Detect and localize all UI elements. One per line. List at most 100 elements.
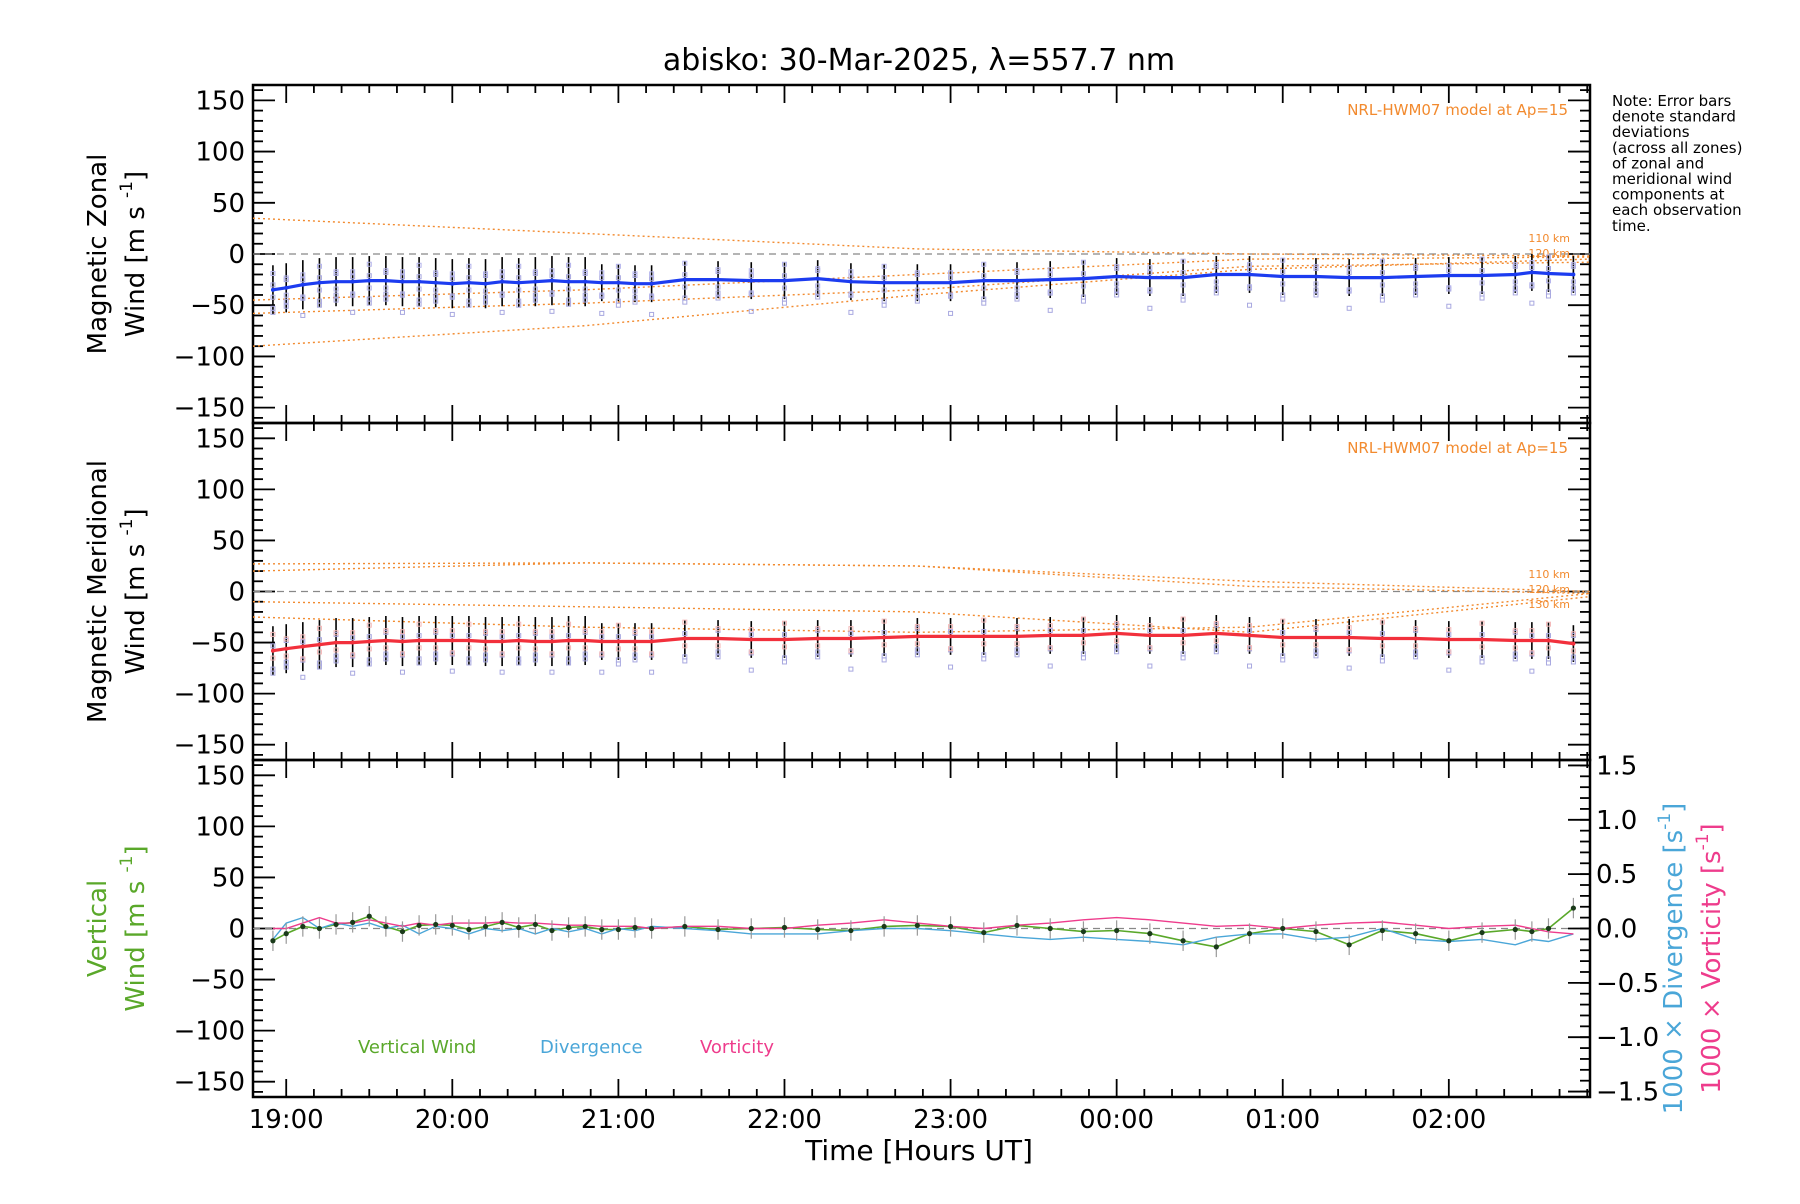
zone-marker (1570, 285, 1576, 291)
zone-marker (615, 657, 621, 663)
zone-marker (483, 657, 489, 663)
y-axis-title-close: ] (121, 171, 151, 181)
data-point (599, 280, 604, 285)
zone-marker (532, 269, 538, 275)
zone-marker (283, 303, 289, 309)
zone-marker (914, 652, 920, 658)
zone-marker (615, 263, 621, 269)
zone-marker (948, 270, 954, 276)
zone-marker (1280, 281, 1286, 287)
model-label: 110 km (1528, 232, 1570, 245)
zone-marker (1180, 282, 1186, 288)
zone-marker (632, 288, 638, 294)
zone-marker (316, 637, 322, 643)
zone-marker (1280, 653, 1286, 659)
zone-marker (748, 627, 754, 633)
vertical-wind-point (848, 927, 854, 934)
zone-marker (566, 621, 572, 627)
zone-marker (649, 651, 655, 657)
data-point (1571, 272, 1576, 277)
data-point (882, 280, 887, 285)
data-point (1015, 278, 1019, 283)
zone-marker (1413, 649, 1419, 655)
y-tick-label: 50 (212, 863, 245, 893)
zone-marker (300, 639, 306, 645)
zone-marker (1479, 659, 1485, 665)
zone-marker (270, 666, 276, 672)
zone-marker (1570, 631, 1576, 637)
y-tick-label: −100 (174, 680, 245, 710)
y-tick-label: 150 (195, 761, 245, 791)
zone-marker (416, 274, 422, 280)
zone-marker (1147, 628, 1153, 634)
zone-marker (1080, 616, 1086, 622)
zone-marker (1213, 644, 1219, 650)
zone-marker (1413, 281, 1419, 287)
zone-marker (582, 292, 588, 298)
zone-marker (449, 650, 455, 656)
zone-marker (1014, 291, 1020, 297)
zone-marker (981, 617, 987, 623)
vertical-wind-point (1379, 927, 1385, 934)
zone-marker (649, 271, 655, 277)
data-point (383, 278, 388, 283)
zone-marker (499, 669, 505, 675)
data-point (1446, 637, 1451, 642)
data-point (583, 638, 588, 643)
zone-marker (566, 633, 572, 639)
zone-marker (848, 274, 854, 280)
zone-marker (300, 277, 306, 283)
zone-marker (1247, 302, 1253, 308)
zone-marker (1529, 260, 1535, 266)
vertical-wind-point (366, 913, 372, 919)
vertical-wind-point (482, 923, 489, 930)
zone-marker (399, 669, 405, 675)
zone-marker (366, 273, 372, 279)
zone-marker (682, 631, 688, 637)
zone-marker (516, 633, 522, 639)
zone-marker (516, 645, 522, 651)
zone-marker (333, 647, 339, 653)
zone-marker (1479, 295, 1485, 301)
note-line: time. (1612, 217, 1651, 235)
vertical-wind-point (815, 926, 821, 933)
zone-marker (433, 298, 439, 304)
zone-marker (914, 270, 920, 276)
zone-marker (1213, 638, 1219, 644)
zone-marker (433, 270, 439, 276)
zone-marker (649, 293, 655, 299)
zone-marker (1413, 287, 1419, 293)
zone-marker (1014, 285, 1020, 291)
vertical-wind-point (1413, 931, 1419, 937)
zone-marker (300, 312, 306, 318)
zone-marker (1545, 660, 1551, 666)
zone-marker (1080, 655, 1086, 661)
zone-marker (433, 287, 439, 293)
zone-marker (383, 651, 389, 657)
zone-marker (881, 653, 887, 659)
zone-marker (1346, 265, 1352, 271)
zone-marker (1529, 633, 1535, 639)
zone-marker (981, 296, 987, 302)
zone-marker (399, 651, 405, 657)
data-point (1413, 636, 1418, 641)
panel-frame (251, 421, 1592, 762)
zone-marker (682, 643, 688, 649)
data-point (815, 276, 820, 281)
zone-marker (333, 269, 339, 275)
vertical-wind-point (682, 923, 688, 930)
data-point (566, 279, 571, 284)
zone-marker (383, 645, 389, 651)
vertical-wind-point (1529, 928, 1535, 935)
zone-marker (483, 629, 489, 635)
zone-marker (748, 268, 754, 274)
y-tick-label: 50 (212, 526, 245, 556)
zone-marker (1014, 647, 1020, 653)
zone-marker (566, 297, 572, 303)
data-point (1413, 274, 1418, 279)
zone-marker (615, 275, 621, 281)
zone-marker (981, 629, 987, 635)
y-tick-label: −50 (190, 291, 245, 321)
legend-item: Vorticity (700, 1037, 774, 1058)
